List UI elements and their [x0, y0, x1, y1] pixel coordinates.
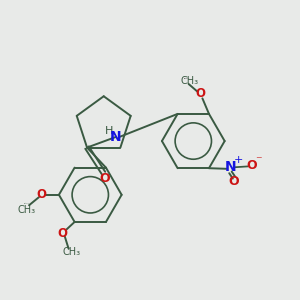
- Text: N: N: [110, 130, 122, 143]
- Text: O: O: [99, 172, 110, 184]
- Text: O: O: [58, 227, 68, 240]
- Text: O: O: [246, 159, 257, 172]
- Text: +: +: [234, 155, 244, 165]
- Text: O: O: [229, 175, 239, 188]
- Text: H: H: [105, 125, 114, 136]
- Text: CH₃: CH₃: [18, 205, 36, 215]
- Text: O: O: [36, 188, 46, 201]
- Text: CH₃: CH₃: [63, 248, 81, 257]
- Text: methoxy: methoxy: [24, 202, 30, 204]
- Text: O: O: [195, 87, 205, 101]
- Text: N: N: [225, 160, 236, 174]
- Text: ⁻: ⁻: [255, 154, 262, 167]
- Text: methoxy: methoxy: [184, 78, 190, 79]
- Text: CH₃: CH₃: [181, 76, 199, 86]
